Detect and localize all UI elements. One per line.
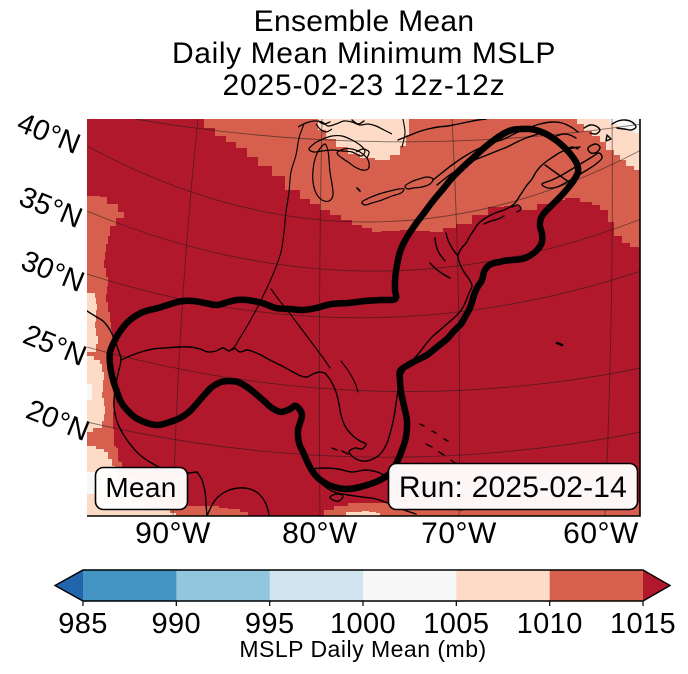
svg-text:1005: 1005: [423, 608, 489, 640]
svg-text:Ensemble Mean: Ensemble Mean: [254, 5, 475, 38]
svg-text:Mean: Mean: [105, 472, 176, 503]
svg-text:Daily Mean Minimum MSLP: Daily Mean Minimum MSLP: [172, 37, 556, 70]
svg-text:995: 995: [245, 608, 295, 640]
svg-text:1010: 1010: [517, 608, 583, 640]
svg-text:Run: 2025-02-14: Run: 2025-02-14: [399, 471, 627, 504]
svg-text:1000: 1000: [330, 608, 396, 640]
svg-text:70°W: 70°W: [421, 517, 497, 550]
svg-text:60°W: 60°W: [563, 517, 639, 550]
svg-text:985: 985: [58, 608, 108, 640]
svg-text:1015: 1015: [610, 608, 676, 640]
svg-text:90°W: 90°W: [135, 517, 211, 550]
svg-text:MSLP Daily Mean (mb): MSLP Daily Mean (mb): [239, 636, 486, 662]
svg-text:990: 990: [152, 608, 202, 640]
svg-text:80°W: 80°W: [282, 517, 358, 550]
svg-text:2025-02-23 12z-12z: 2025-02-23 12z-12z: [223, 69, 506, 102]
